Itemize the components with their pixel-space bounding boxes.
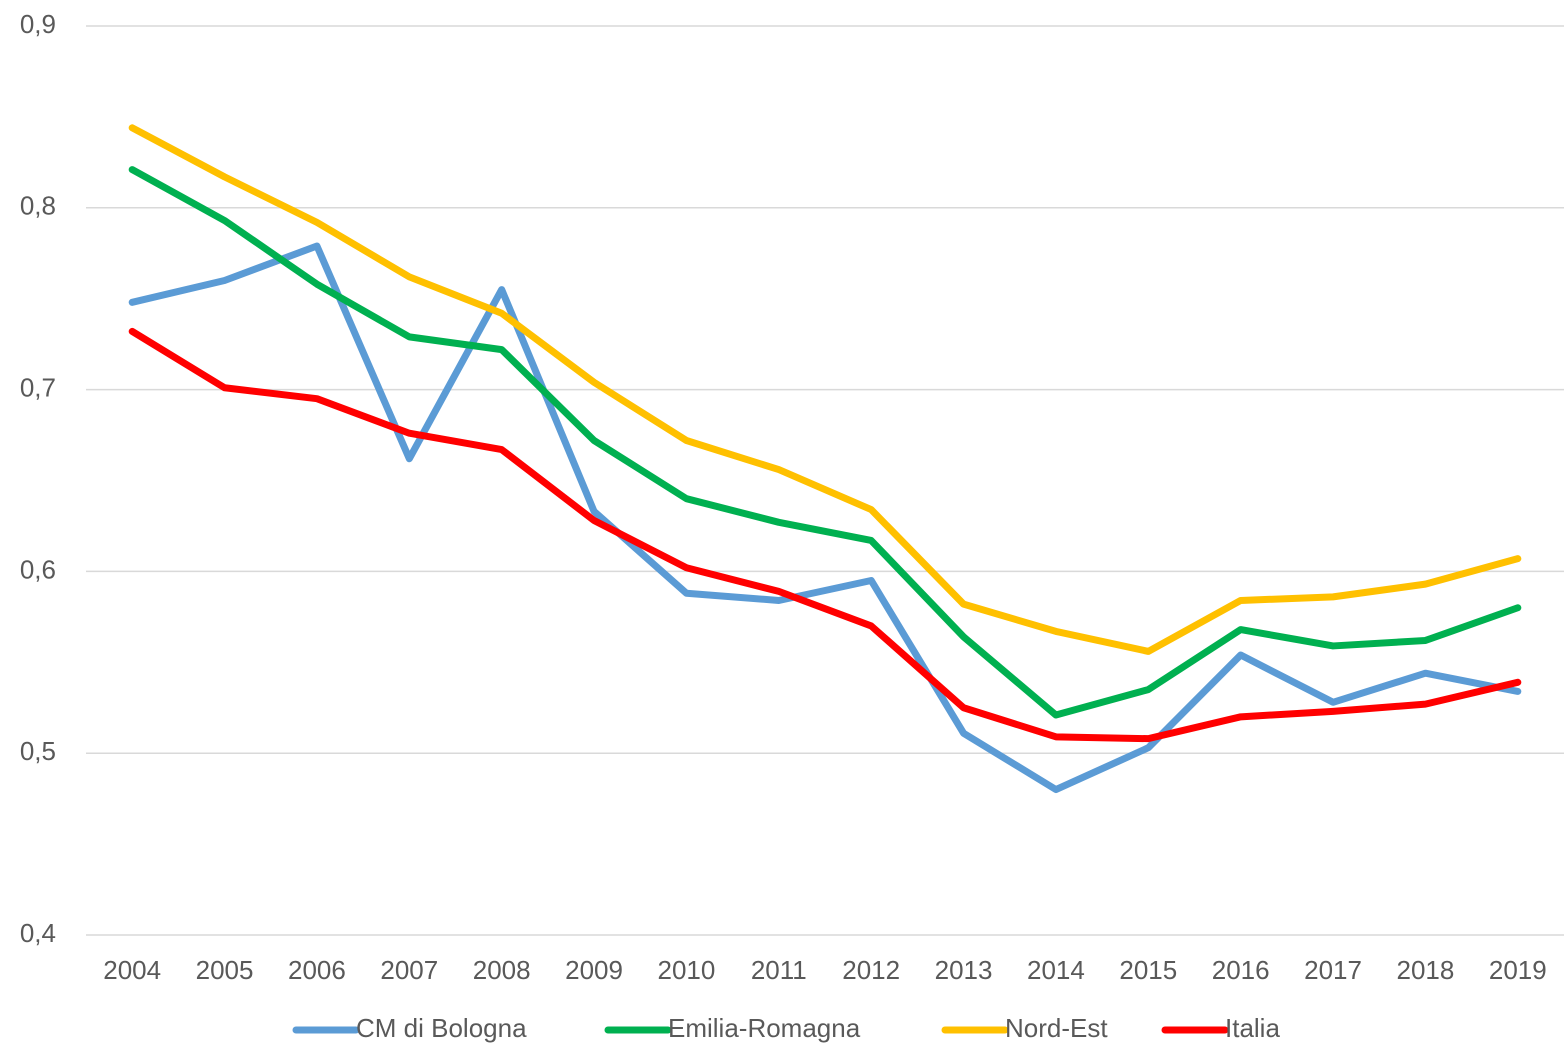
legend-label: CM di Bologna bbox=[356, 1013, 527, 1043]
x-tick-label: 2009 bbox=[565, 955, 623, 985]
x-tick-label: 2014 bbox=[1027, 955, 1085, 985]
x-tick-label: 2019 bbox=[1489, 955, 1547, 985]
x-tick-label: 2010 bbox=[658, 955, 716, 985]
legend-label: Emilia-Romagna bbox=[668, 1013, 861, 1043]
x-tick-label: 2017 bbox=[1304, 955, 1362, 985]
y-tick-label: 0,4 bbox=[20, 918, 56, 948]
x-tick-label: 2016 bbox=[1212, 955, 1270, 985]
x-tick-label: 2015 bbox=[1119, 955, 1177, 985]
y-tick-label: 0,9 bbox=[20, 9, 56, 39]
legend-label: Nord-Est bbox=[1005, 1013, 1108, 1043]
x-tick-label: 2012 bbox=[842, 955, 900, 985]
x-tick-label: 2004 bbox=[103, 955, 161, 985]
x-tick-label: 2006 bbox=[288, 955, 346, 985]
legend-label: Italia bbox=[1225, 1013, 1280, 1043]
x-tick-label: 2011 bbox=[751, 955, 807, 985]
x-tick-label: 2005 bbox=[196, 955, 254, 985]
series-line bbox=[128, 242, 1522, 794]
y-tick-label: 0,5 bbox=[20, 736, 56, 766]
series-line bbox=[128, 327, 1522, 743]
y-tick-label: 0,6 bbox=[20, 554, 56, 584]
x-tick-label: 2008 bbox=[473, 955, 531, 985]
series-line bbox=[128, 124, 1522, 655]
x-tick-label: 2007 bbox=[380, 955, 438, 985]
y-tick-label: 0,7 bbox=[20, 372, 56, 402]
x-tick-label: 2018 bbox=[1397, 955, 1455, 985]
series-line bbox=[128, 166, 1522, 719]
y-tick-label: 0,8 bbox=[20, 191, 56, 221]
x-tick-label: 2013 bbox=[935, 955, 993, 985]
